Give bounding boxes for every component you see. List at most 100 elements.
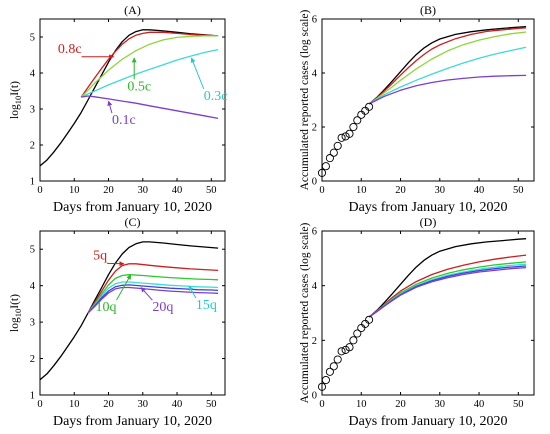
y-axis-label: log10I(t) — [9, 294, 23, 332]
x-tick-label: 0 — [37, 185, 42, 196]
series-line-3 — [368, 263, 527, 318]
series-annotation: 0.8c — [58, 42, 82, 57]
x-tick-label: 30 — [138, 399, 149, 410]
observed-point — [357, 323, 366, 333]
panel-c: (C) 0 10 20 30 40 50 1 2 3 4 5 Days from January 10,… — [9, 215, 226, 429]
series-annotation: 5q — [93, 248, 107, 263]
x-axis-label: Days from January 10, 2020 — [53, 200, 212, 215]
y-tick-label: 5 — [30, 245, 35, 256]
y-tick-label: 2 — [312, 123, 317, 134]
panel-title: (C) — [125, 215, 141, 229]
observed-point — [365, 102, 374, 111]
y-axis-label-sub: 10 — [13, 309, 23, 318]
series-line-3 — [368, 46, 527, 105]
annotation-arrow — [116, 274, 132, 301]
x-tick-label: 10 — [356, 399, 367, 410]
y-axis-label-rest: I(t) — [9, 81, 21, 96]
x-tick-label: 20 — [103, 185, 114, 196]
y-axis-label: Accumulated reported cases (log scale) — [299, 9, 311, 190]
plot-frame — [39, 18, 226, 182]
observed-point — [329, 362, 338, 371]
x-tick-label: 30 — [435, 399, 446, 410]
observed-point — [337, 133, 346, 142]
observed-point — [337, 347, 346, 356]
x-tick-label: 40 — [172, 185, 183, 196]
y-tick-label: 2 — [312, 336, 317, 347]
x-tick-label: 0 — [319, 399, 324, 410]
annotation-arrow — [107, 100, 113, 114]
x-tick-label: 0 — [37, 399, 42, 410]
y-tick-label: 6 — [312, 15, 317, 26]
observed-point — [321, 162, 330, 171]
series-line-3 — [87, 281, 219, 314]
observed-point — [353, 116, 362, 125]
y-tick-label: 6 — [312, 227, 317, 238]
series-group — [40, 241, 219, 381]
x-tick-label: 50 — [206, 399, 217, 410]
x-axis-label: Days from January 10, 2020 — [348, 414, 507, 429]
plot-frame — [321, 18, 535, 182]
x-tick-label: 20 — [103, 399, 114, 410]
annotation-arrow — [140, 287, 153, 301]
series-line-4 — [368, 74, 527, 105]
series-annotation: 0.1c — [112, 113, 136, 128]
observed-point — [357, 110, 366, 119]
x-tick-label: 20 — [395, 185, 406, 196]
observed-point — [325, 367, 334, 376]
x-tick-label: 40 — [474, 185, 485, 196]
x-tick-label: 10 — [356, 185, 367, 196]
x-tick-label: 40 — [474, 399, 485, 410]
observed-point — [345, 129, 354, 138]
y-tick-label: 4 — [30, 281, 36, 292]
y-axis-label: log10I(t) — [9, 81, 23, 119]
plot-frame — [39, 230, 226, 396]
series-line-3 — [80, 48, 219, 98]
series-line-1 — [368, 27, 527, 105]
panel-d: (D) 0 10 20 30 40 50 0 2 4 6 Days from January 10, … — [299, 215, 535, 429]
y-axis-label: Accumulated reported cases (log scale) — [299, 222, 311, 403]
y-tick-label: 4 — [312, 281, 318, 292]
observed-point — [353, 329, 362, 338]
series-annotation: 0.3c — [204, 89, 228, 104]
series-group — [368, 238, 527, 318]
observed-point — [349, 122, 358, 132]
y-axis-label-base: log — [9, 104, 21, 119]
series-annotation: 10q — [96, 300, 117, 315]
y-tick-label: 0 — [312, 177, 317, 188]
series-line-4 — [87, 284, 219, 314]
series-line-5 — [87, 286, 219, 314]
observed-point — [365, 315, 374, 324]
observed-point — [333, 355, 342, 364]
y-tick-label: 1 — [30, 177, 35, 188]
y-tick-label: 5 — [30, 33, 35, 44]
y-axis-label-rest: I(t) — [9, 294, 21, 309]
annotation-arrow — [190, 57, 205, 90]
observed-point — [349, 336, 358, 345]
y-axis-label-sub: 10 — [13, 96, 23, 105]
y-tick-label: 2 — [30, 141, 35, 152]
x-tick-label: 10 — [69, 399, 80, 410]
series-line-1 — [87, 263, 219, 314]
series-line-0 — [368, 238, 527, 318]
panel-b: (B) 0 10 20 30 40 50 0 2 4 6 Days from January 10, … — [299, 3, 535, 215]
y-tick-label: 3 — [30, 105, 35, 116]
panel-title: (B) — [420, 3, 436, 17]
series-line-0 — [368, 25, 527, 105]
x-axis-label: Days from January 10, 2020 — [53, 414, 212, 429]
y-tick-label: 1 — [30, 391, 35, 402]
x-tick-label: 50 — [513, 185, 524, 196]
series-annotation: 15q — [196, 298, 217, 313]
x-tick-label: 30 — [138, 185, 149, 196]
panel-a: (A) 0 10 20 30 40 50 1 2 3 4 5 Days from January 10,… — [9, 3, 227, 215]
observed-point — [321, 375, 330, 385]
x-tick-label: 50 — [206, 185, 217, 196]
y-axis-label-base: log — [9, 317, 21, 332]
y-tick-label: 4 — [30, 69, 36, 80]
x-tick-label: 30 — [435, 185, 446, 196]
observed-point — [345, 343, 354, 352]
y-tick-label: 3 — [30, 318, 35, 329]
series-line-4 — [80, 95, 219, 120]
x-tick-label: 0 — [319, 185, 324, 196]
x-axis-label: Days from January 10, 2020 — [348, 200, 507, 215]
